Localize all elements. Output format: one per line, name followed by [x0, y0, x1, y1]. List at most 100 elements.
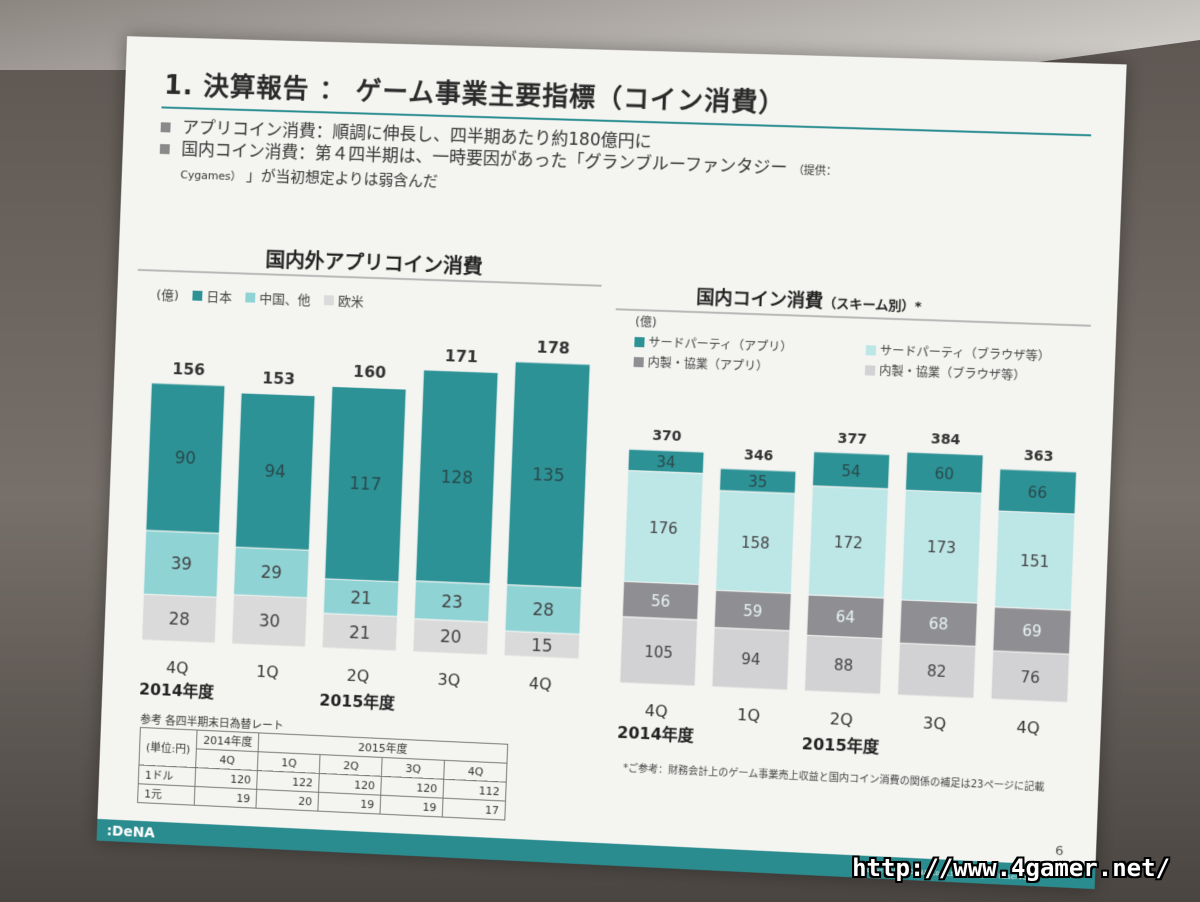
data-label: 28: [532, 599, 554, 620]
fx-table: (単位:円) 2014年度 2015年度 4Q 1Q 2Q 3Q 4Q 1ドル …: [137, 727, 508, 821]
table-cell: 19: [380, 795, 443, 817]
data-label: 66: [1027, 483, 1047, 502]
legend-label: 内製・協業（ブラウザ等）: [879, 362, 1026, 384]
x-tick-label: 1Q: [256, 662, 279, 682]
total-label: 363: [1024, 448, 1054, 465]
year-label: 2014年度: [617, 723, 694, 746]
legend-label: 内製・協業（アプリ）: [647, 353, 768, 374]
data-label: 21: [349, 622, 371, 643]
x-tick-label: 3Q: [923, 713, 947, 733]
projected-slide: 1. 決算報告 ： ゲーム事業主要指標（コイン消費） アプリコイン消費：順調に伸…: [97, 36, 1127, 889]
x-tick-label: 4Q: [529, 674, 552, 694]
table-cell: 20: [256, 789, 319, 811]
total-label: 370: [652, 428, 682, 445]
x-tick-label: 4Q: [645, 701, 669, 721]
total-label: 160: [353, 362, 387, 382]
data-label: 15: [531, 634, 553, 655]
legend-label: 日本: [206, 286, 232, 306]
chart-title-suffix: （スキーム別）*: [823, 296, 922, 314]
legend-item: 中国、他: [245, 287, 311, 308]
legend-label: サードパーティ（アプリ）: [648, 333, 793, 355]
year-label: 2014年度: [139, 679, 215, 701]
data-label: 135: [532, 464, 565, 485]
data-label: 172: [833, 533, 863, 552]
table-cell: 19: [318, 792, 381, 814]
x-tick-label: 2Q: [346, 666, 369, 686]
table-cell: 19: [195, 786, 257, 808]
legend-swatch: [245, 292, 255, 302]
year-label: 2015年度: [319, 690, 395, 712]
square-bullet-icon: [161, 122, 171, 132]
legend-swatch: [634, 336, 644, 346]
x-tick-label: 4Q: [166, 658, 189, 678]
data-label: 59: [743, 602, 763, 621]
y-unit-label: (億): [635, 313, 657, 331]
data-label: 117: [349, 473, 382, 494]
legend-item: 内製・協業（アプリ）: [633, 353, 768, 375]
legend-item: 欧米: [324, 290, 364, 310]
data-label: 54: [841, 462, 861, 481]
legend-item: 日本: [192, 286, 232, 306]
bullet-text: 」が当初想定よりは弱含んだ: [246, 167, 439, 191]
data-label: 60: [934, 464, 954, 483]
data-label: 94: [741, 650, 761, 669]
slide-title: 1. 決算報告 ： ゲーム事業主要指標（コイン消費）: [164, 65, 787, 120]
total-label: 346: [744, 447, 774, 464]
legend-swatch: [192, 290, 202, 300]
legend-swatch: [324, 295, 334, 305]
data-label: 173: [927, 538, 957, 557]
bullet-text-small: （提供：: [793, 164, 838, 178]
data-label: 39: [170, 553, 192, 574]
data-label: 158: [741, 533, 770, 552]
data-label: 90: [174, 448, 196, 469]
legend-label: サードパーティ（ブラウザ等）: [880, 342, 1051, 365]
data-label: 21: [350, 587, 372, 608]
data-label: 128: [440, 466, 473, 487]
x-tick-label: 4Q: [1016, 717, 1040, 737]
legend-item: サードパーティ（アプリ）: [634, 333, 793, 356]
legend-swatch: [866, 345, 877, 355]
data-label: 105: [644, 643, 673, 662]
data-label: 34: [656, 453, 676, 472]
data-label: 56: [651, 592, 671, 611]
total-label: 171: [445, 346, 479, 366]
bullet-text-small: Cygames）: [180, 168, 241, 183]
table-cell: 17: [443, 798, 506, 820]
legend-label: 欧米: [338, 291, 364, 311]
legend-swatch: [634, 356, 644, 366]
total-label: 377: [837, 430, 867, 447]
data-label: 64: [835, 608, 855, 627]
data-label: 23: [441, 591, 463, 612]
data-label: 30: [258, 610, 280, 631]
chart-title-main: 国内コイン消費: [696, 287, 824, 312]
data-label: 76: [1020, 668, 1040, 687]
x-tick-label: 1Q: [737, 705, 761, 725]
y-unit-label: (億): [156, 284, 179, 304]
data-label: 94: [264, 461, 286, 482]
total-label: 178: [536, 337, 570, 357]
watermark: http://www.4gamer.net/: [852, 854, 1170, 882]
legend-label: 中国、他: [259, 288, 311, 309]
table-cell: (単位:円): [139, 727, 197, 767]
data-label: 151: [1020, 552, 1050, 571]
year-label: 2015年度: [801, 734, 879, 757]
x-tick-label: 3Q: [437, 670, 460, 690]
data-label: 88: [834, 656, 854, 675]
table-cell: 1元: [138, 784, 196, 805]
data-label: 68: [928, 615, 948, 634]
square-bullet-icon: [160, 144, 170, 154]
app-coin-chart: 28 39 90 156 4Q 30 29 94 153 1Q 21 21 117 160 2Q 20 23 12…: [121, 303, 610, 729]
data-label: 28: [168, 608, 190, 629]
legend-swatch: [865, 365, 876, 375]
data-label: 20: [440, 626, 462, 647]
dena-logo: :DeNA: [106, 823, 155, 841]
data-label: 176: [649, 519, 678, 538]
legend-item: 内製・協業（ブラウザ等）: [865, 361, 1026, 384]
data-label: 82: [927, 662, 947, 681]
total-label: 384: [930, 431, 961, 448]
domestic-coin-chart: 105 56 176 34 370 4Q 94 59 158 35 346 1Q 88 64 172 54 37…: [599, 380, 1099, 772]
data-label: 69: [1022, 622, 1042, 641]
data-label: 35: [748, 472, 768, 491]
total-label: 156: [172, 359, 205, 379]
x-tick-label: 2Q: [830, 709, 854, 729]
